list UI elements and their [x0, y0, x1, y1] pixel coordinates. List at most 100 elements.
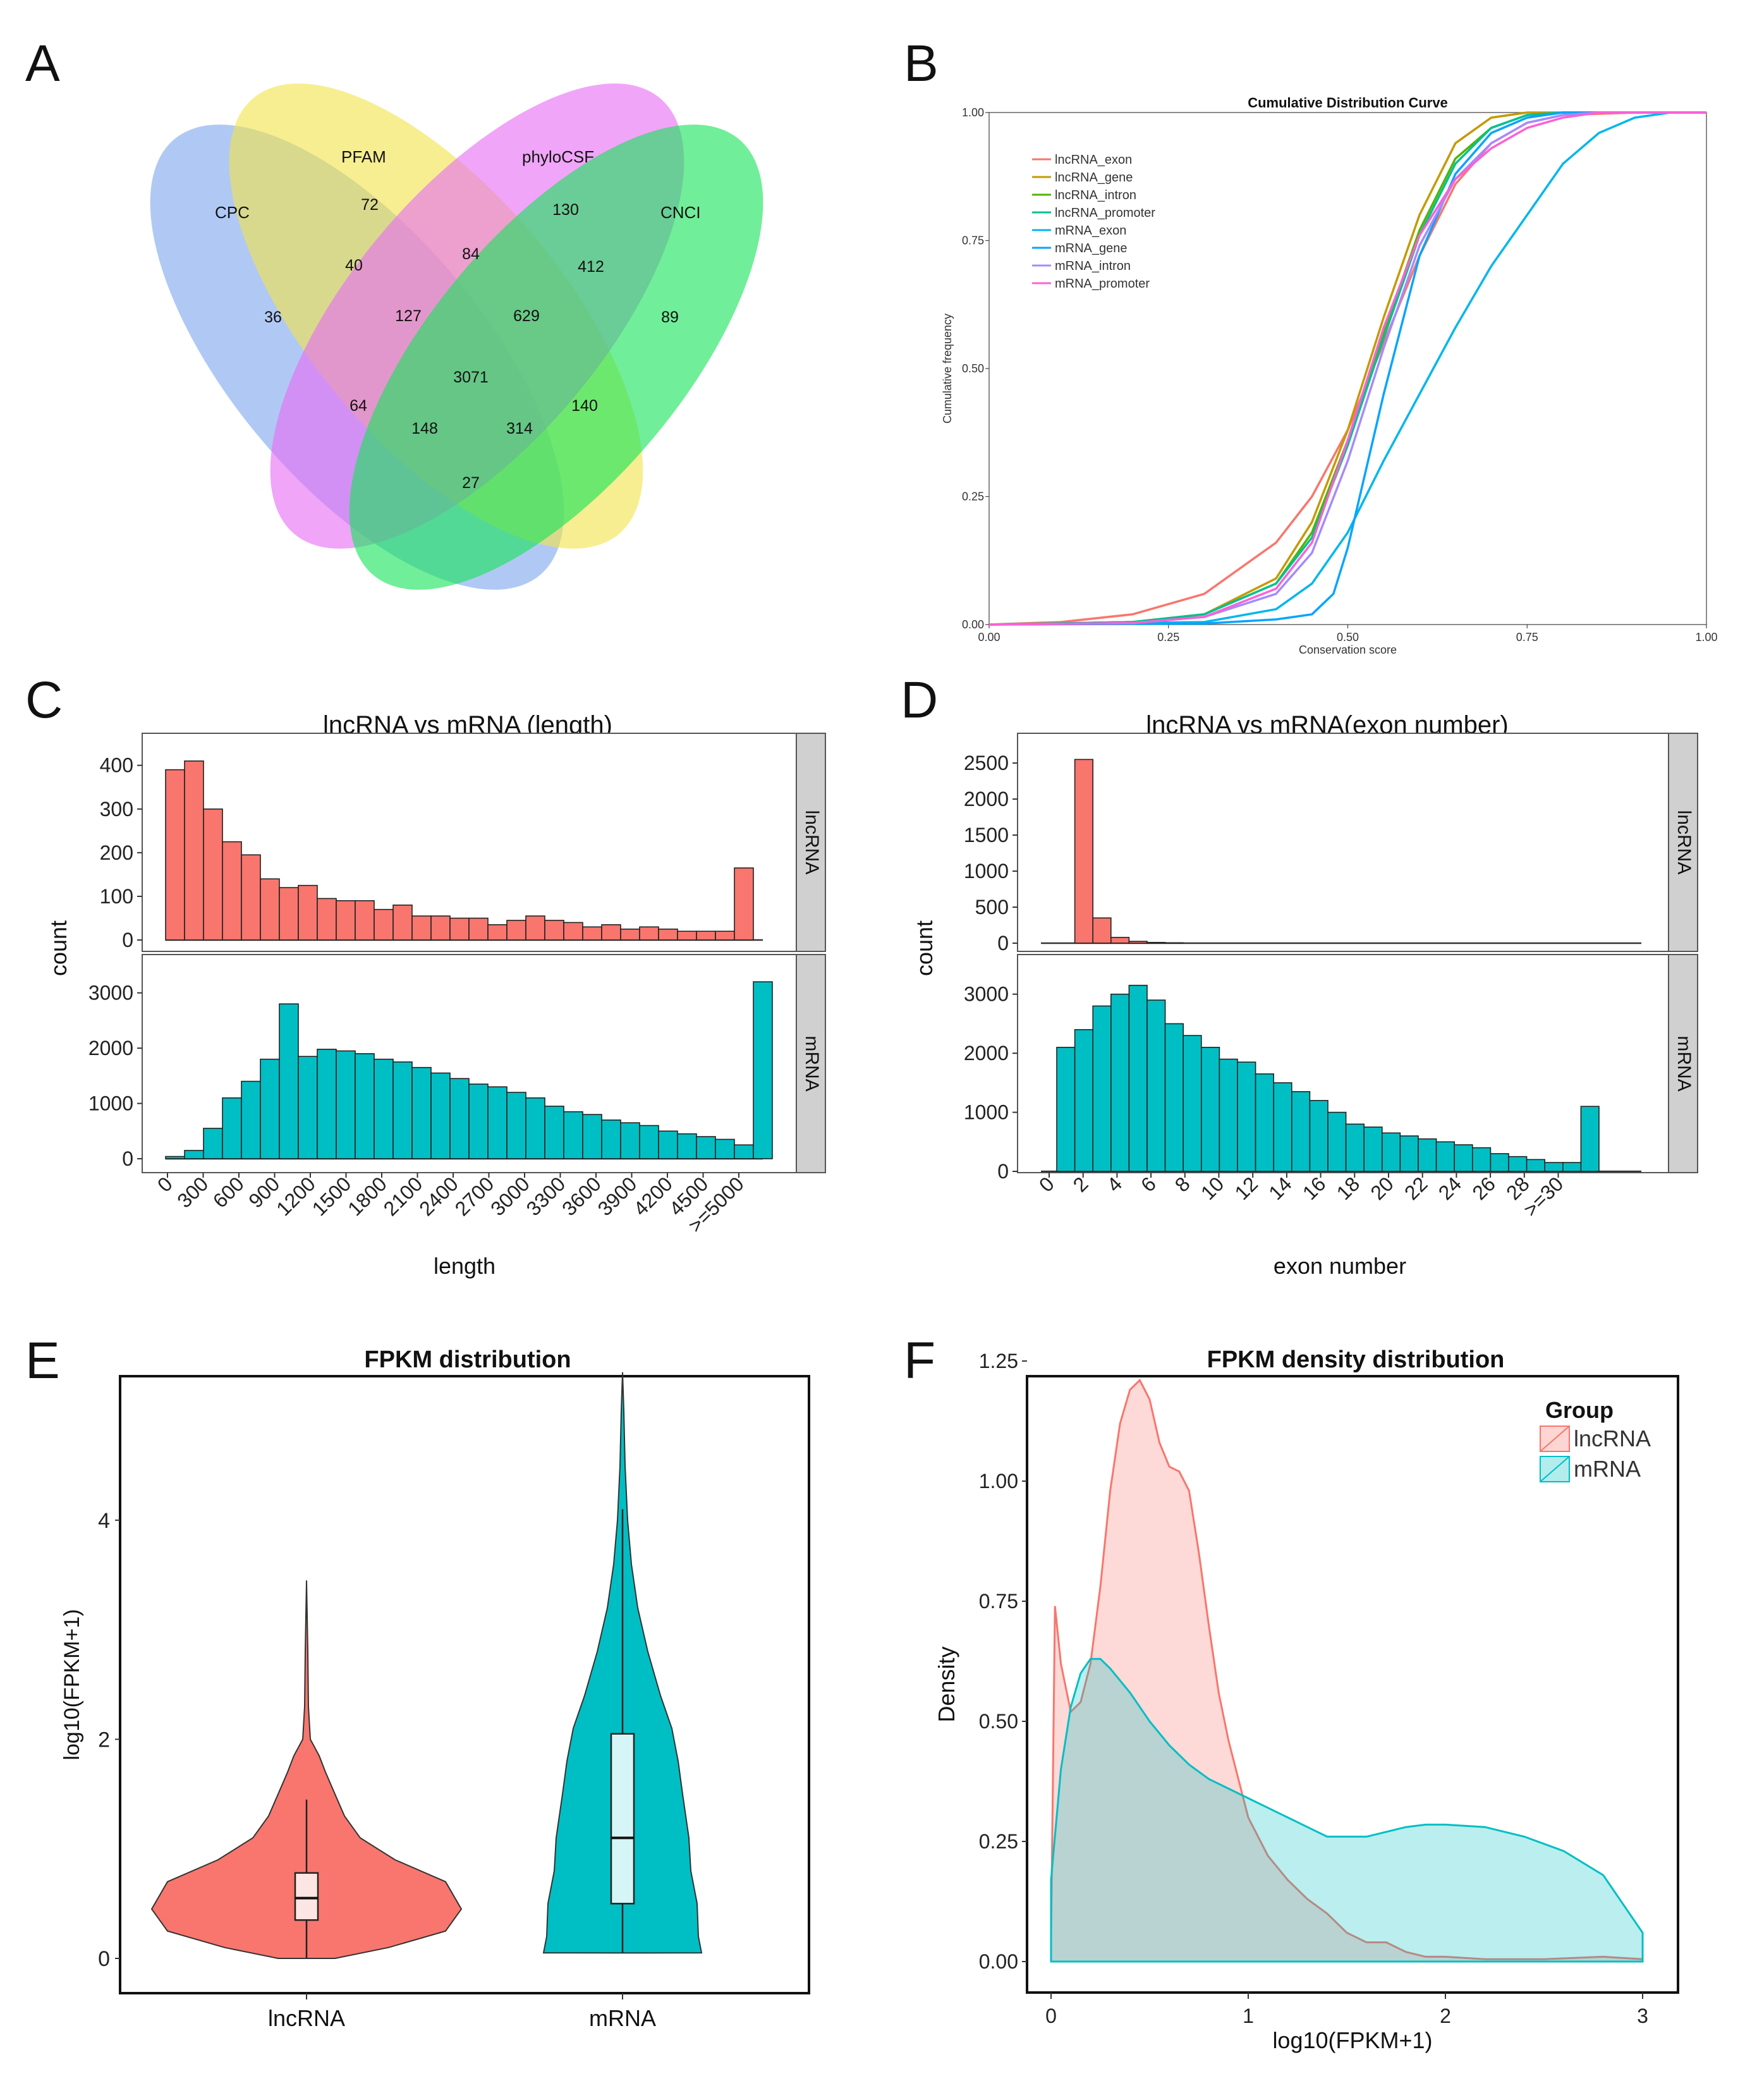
- bar-mRNA: [715, 1139, 735, 1159]
- bar-mRNA: [1508, 1156, 1528, 1172]
- bar-mRNA: [1183, 1035, 1202, 1172]
- x-tick-label: 0.25: [1157, 631, 1179, 644]
- venn-count: 629: [513, 307, 540, 325]
- bar-mRNA: [468, 1084, 489, 1159]
- x-tick-label: 16: [1298, 1172, 1330, 1204]
- bar-mRNA: [184, 1150, 204, 1159]
- x-tick-label: 600: [209, 1172, 248, 1212]
- bar-lncRNA: [392, 904, 413, 941]
- series-line-mRNA_gene: [988, 111, 1706, 626]
- bar-lncRNA: [1110, 937, 1130, 944]
- bar-mRNA: [734, 1144, 754, 1159]
- x-tick-label: 2100: [379, 1172, 427, 1220]
- bar-mRNA: [1454, 1144, 1473, 1172]
- panel-letter-a: A: [25, 35, 60, 92]
- y-tick-label: 300: [100, 798, 133, 821]
- bar-mRNA: [336, 1050, 356, 1159]
- series-line-mRNA_promoter: [988, 111, 1706, 626]
- bar-mRNA: [1201, 1046, 1220, 1172]
- bar-lncRNA: [658, 928, 678, 941]
- bar-lncRNA: [487, 924, 508, 941]
- y-axis-title: count: [911, 920, 937, 976]
- y-tick-label: 1.00: [979, 1470, 1018, 1493]
- box-lncRNA: [294, 1872, 319, 1921]
- bar-mRNA: [1327, 1111, 1347, 1172]
- x-tick-label: 1800: [343, 1172, 391, 1220]
- bar-lncRNA: [411, 915, 432, 941]
- facet-panel-lncRNA: [1017, 733, 1669, 952]
- x-tick-label: 26: [1468, 1172, 1500, 1204]
- x-tick-label: 2: [1069, 1172, 1093, 1196]
- density-area-lncRNA: [1050, 1378, 1644, 1963]
- x-tick-label: >=30: [1519, 1172, 1567, 1221]
- x-tick-label: 0.00: [978, 631, 1000, 644]
- bar-lncRNA: [449, 917, 470, 941]
- bar-lncRNA: [563, 922, 583, 941]
- bar-lncRNA: [165, 769, 185, 941]
- bar-mRNA: [165, 1156, 185, 1159]
- bar-mRNA: [1435, 1141, 1456, 1172]
- y-tick-label: 3000: [88, 982, 133, 1004]
- chart-title: FPKM density distribution: [1207, 1346, 1505, 1373]
- bar-lncRNA: [620, 928, 640, 941]
- y-tick-label: 0.00: [979, 1950, 1018, 1973]
- bar-mRNA: [1092, 1005, 1112, 1172]
- venn-label-cnci: CNCI: [660, 203, 701, 222]
- bar-mRNA: [1056, 1046, 1076, 1172]
- bar-lncRNA: [430, 915, 451, 941]
- bar-mRNA: [601, 1119, 621, 1159]
- bar-mRNA: [430, 1072, 451, 1159]
- venn-count: 89: [661, 308, 679, 326]
- bar-mRNA: [1291, 1091, 1311, 1172]
- legend-title: Group: [1545, 1397, 1614, 1423]
- y-tick-label: 1500: [964, 824, 1009, 846]
- x-tick-label: 0: [153, 1172, 177, 1196]
- series-line-lncRNA_promoter: [988, 111, 1706, 626]
- bar-mRNA: [1562, 1162, 1582, 1172]
- legend-label-mRNA_intron: mRNA_intron: [1055, 259, 1131, 273]
- y-tick-label: 2: [98, 1728, 110, 1752]
- bar-mRNA: [203, 1128, 223, 1159]
- y-axis-title: log10(FPKM+1): [60, 1609, 84, 1760]
- x-tick-label: 8: [1170, 1172, 1195, 1196]
- bar-mRNA: [374, 1058, 394, 1159]
- chart-title: FPKM distribution: [364, 1346, 571, 1373]
- bar-mRNA: [544, 1106, 564, 1159]
- y-tick-label: 2000: [964, 1042, 1009, 1065]
- venn-count: 27: [462, 474, 480, 492]
- bar-mRNA: [1255, 1073, 1274, 1172]
- venn-count: 127: [395, 307, 422, 325]
- bar-lncRNA: [317, 898, 337, 941]
- x-tick-label: 0: [1035, 1172, 1059, 1196]
- facet-label-mRNA: mRNA: [1674, 1035, 1694, 1091]
- bar-lncRNA: [677, 931, 697, 941]
- bar-mRNA: [1363, 1126, 1383, 1172]
- panel-f: F FPKM density distribution 0 1 2 3 0.00 0.25 0.…: [904, 1332, 1679, 2053]
- y-tick-label: 100: [100, 885, 133, 908]
- y-tick-label: 0.50: [979, 1710, 1018, 1733]
- legend-label-mRNA_gene: mRNA_gene: [1055, 241, 1128, 255]
- venn-count: 84: [462, 245, 480, 263]
- x-tick-label: 3: [1637, 2005, 1648, 2027]
- venn-count: 3071: [453, 369, 489, 386]
- venn-label-cpc: CPC: [215, 203, 250, 222]
- x-tick-label: 10: [1196, 1172, 1229, 1204]
- y-tick-label: 1000: [964, 860, 1009, 882]
- x-tick-label: 20: [1366, 1172, 1398, 1204]
- facet-strip-mRNA: [1668, 954, 1698, 1173]
- bar-lncRNA: [298, 884, 318, 941]
- y-tick-label: 1.00: [962, 106, 984, 119]
- bar-mRNA: [1472, 1147, 1492, 1172]
- bar-lncRNA: [279, 887, 299, 941]
- y-tick-label: 0: [997, 932, 1009, 955]
- facet-strip-mRNA: [796, 954, 826, 1173]
- legend-label-mRNA_exon: mRNA_exon: [1055, 224, 1126, 238]
- bar-lncRNA: [184, 760, 204, 941]
- violin-lncRNA: [150, 1580, 463, 1959]
- box-mRNA: [610, 1733, 635, 1905]
- panel-letter-c: C: [25, 671, 63, 729]
- legend-label-lncRNA_promoter: lncRNA_promoter: [1055, 206, 1155, 220]
- panel-e: E FPKM distribution 0 2 4 log10(FPKM+1) lncRNA…: [25, 1332, 810, 2031]
